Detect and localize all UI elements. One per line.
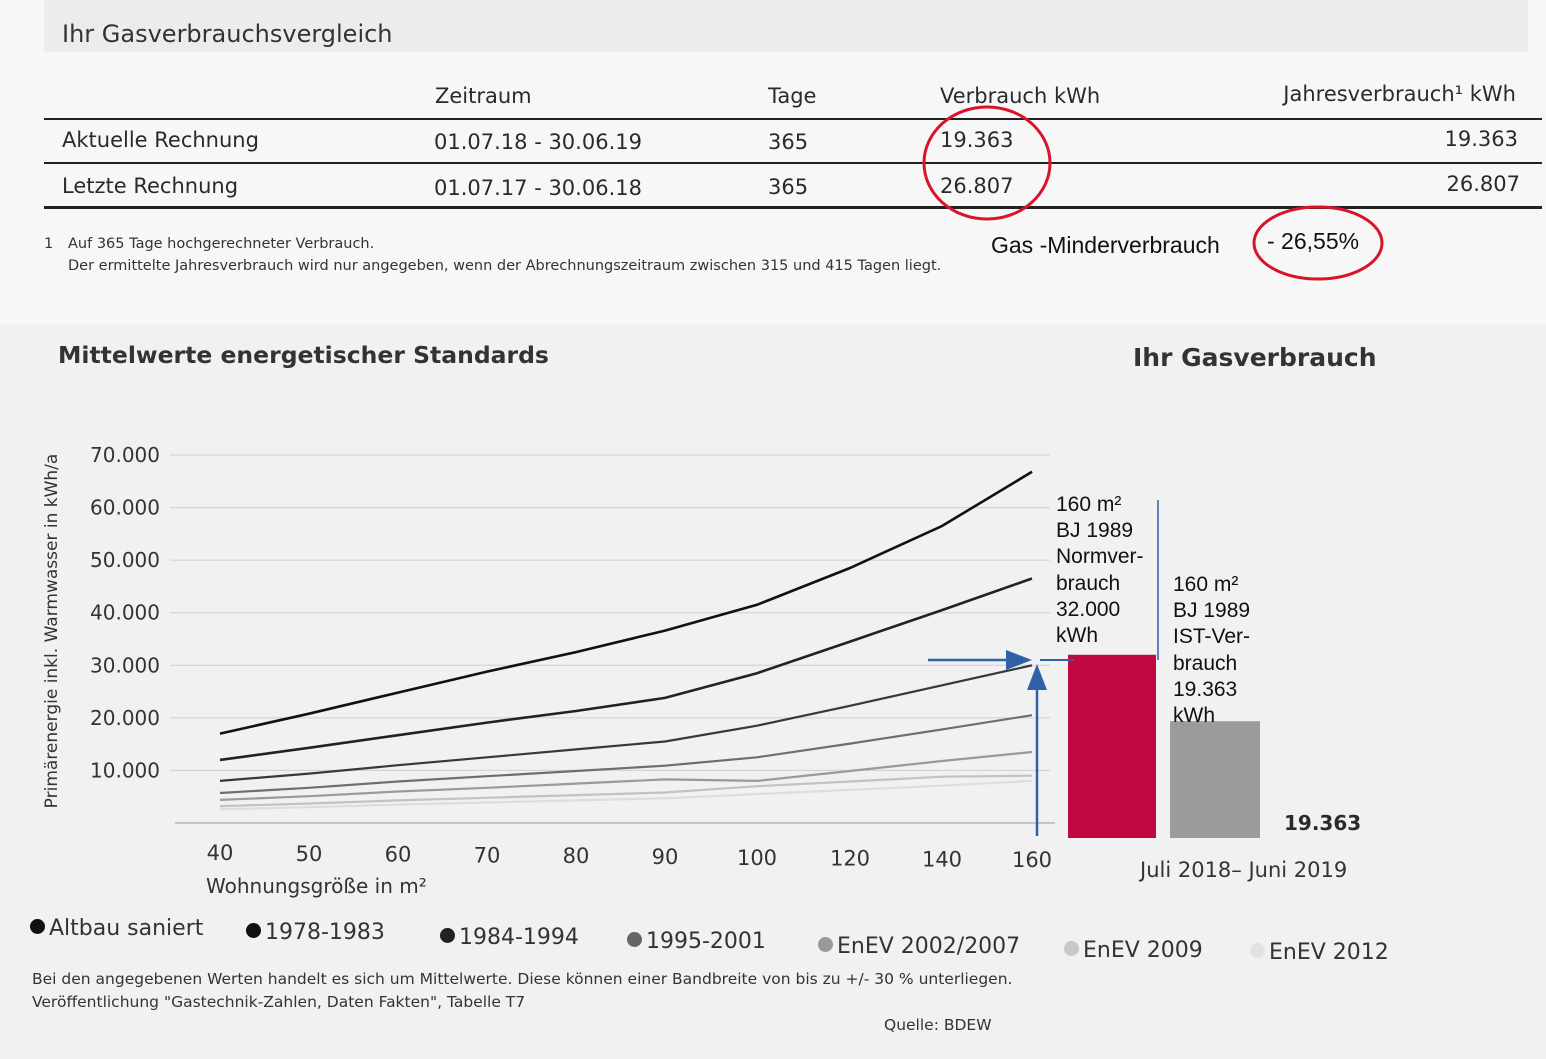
x-tick-label: 40 (207, 841, 234, 865)
legend-label: EnEV 2009 (1083, 938, 1203, 963)
row-zeitraum: 01.07.17 - 30.06.18 (434, 176, 642, 200)
comparison-title: Ihr Gasverbrauchsvergleich (62, 20, 393, 48)
legend-item: Altbau saniert (30, 916, 203, 941)
row-verbrauch: 26.807 (940, 174, 1014, 198)
row-verbrauch: 19.363 (940, 128, 1014, 152)
table-rule-bottom (44, 206, 1542, 209)
footnote-line-1: Auf 365 Tage hochgerechneter Verbrauch. (68, 236, 375, 252)
y-tick-label: 20.000 (90, 706, 160, 730)
usage-bars (1068, 654, 1260, 838)
y-tick-label: 30.000 (90, 653, 160, 677)
series-line (219, 774, 1033, 808)
y-tick-label: 50.000 (90, 548, 160, 572)
highlight-overlay (922, 105, 1384, 281)
header-tage: Tage (768, 84, 817, 108)
series-line (219, 470, 1033, 735)
comparison-section: Ihr Gasverbrauchsvergleich Zeitraum Tage… (0, 0, 1546, 325)
header-zeitraum: Zeitraum (435, 84, 532, 108)
right-arrow-head (1006, 650, 1032, 670)
x-tick-label: 80 (563, 844, 590, 868)
legend-dot-icon (818, 937, 833, 952)
note-line-2: Veröffentlichung "Gastechnik-Zahlen, Dat… (32, 993, 526, 1011)
series-line (219, 750, 1033, 801)
minderverbrauch-value: - 26,55% (1267, 228, 1360, 254)
row-label: Letzte Rechnung (62, 174, 239, 198)
legend-item: 1978-1983 (246, 920, 385, 945)
x-tick-label: 100 (737, 846, 777, 870)
y-tick-label: 40.000 (90, 601, 160, 625)
y-axis-labels: 10.000 20.000 30.000 40.000 50.000 60.000 70.0… (90, 443, 160, 782)
x-tick-label: 140 (922, 847, 962, 871)
legend-dot-icon (1250, 943, 1265, 958)
legend-item: EnEV 2002/2007 (818, 934, 1020, 959)
header-jahresverbrauch: Jahresverbrauch¹ kWh (1283, 82, 1516, 106)
verbrauch-highlight-circle (922, 105, 1052, 221)
minderverbrauch-label: Gas -Minderverbrauch (991, 232, 1220, 258)
section-header-bar (44, 0, 1528, 52)
legend-item: EnEV 2012 (1250, 940, 1389, 965)
x-tick-label: 60 (385, 843, 412, 867)
legend-dot-icon (246, 923, 261, 938)
series-line (219, 577, 1033, 762)
x-tick-label: 120 (830, 847, 870, 871)
y-tick-label: 10.000 (90, 758, 160, 782)
annotation-normverbrauch: 160 m² BJ 1989 Normver- brauch 32.000 kW… (1056, 493, 1144, 648)
x-tick-label: 70 (474, 843, 501, 867)
chart-grid (170, 454, 1055, 824)
y-tick-label: 70.000 (90, 443, 160, 467)
row-tage: 365 (768, 130, 809, 154)
series-line (219, 664, 1033, 782)
row-jahresverbrauch: 19.363 (1444, 127, 1518, 151)
x-axis-title: Wohnungsgröße in m² (206, 874, 427, 898)
legend-item: 1984-1994 (440, 925, 579, 950)
standards-title: Mittelwerte energetischer Standards (58, 341, 549, 369)
legend-label: 1984-1994 (459, 925, 579, 950)
x-tick-label: 50 (296, 842, 323, 866)
y-axis-title: Primärenergie inkl. Warmwasser in kWh/a (42, 454, 62, 809)
chart-lines (219, 470, 1033, 811)
legend-label: Altbau saniert (49, 916, 204, 941)
legend-item: EnEV 2009 (1064, 938, 1203, 963)
row-label: Aktuelle Rechnung (62, 128, 259, 152)
table-rule-mid (44, 162, 1542, 164)
legend-label: 1995-2001 (646, 929, 766, 954)
note-line-1: Bei den angegebenen Werten handelt es si… (32, 970, 1013, 988)
legend-dot-icon (627, 932, 642, 947)
x-axis-labels: 40 50 60 70 80 90 100 120 140 160 (207, 841, 1052, 872)
up-arrow-head (1027, 664, 1047, 690)
legend-dot-icon (440, 928, 455, 943)
x-tick-label: 90 (652, 845, 679, 869)
legend-dot-icon (30, 919, 45, 934)
table-rule-top (44, 118, 1542, 120)
usage-bar (1068, 654, 1156, 838)
header-verbrauch: Verbrauch kWh (940, 84, 1101, 108)
period-label: Juli 2018– Juni 2019 (1138, 858, 1347, 882)
series-line (219, 714, 1033, 795)
minderverbrauch-highlight-circle (1252, 205, 1384, 281)
bar-value-label: 19.363 (1284, 811, 1361, 835)
row-jahresverbrauch: 26.807 (1446, 172, 1520, 196)
x-tick-label: 160 (1012, 848, 1052, 872)
usage-bar (1170, 721, 1260, 838)
row-tage: 365 (768, 175, 809, 199)
footnote-number: 1 (44, 236, 54, 252)
usage-title: Ihr Gasverbrauch (1133, 343, 1377, 372)
annotation-arrows (928, 500, 1159, 836)
footnote-line-2: Der ermittelte Jahresverbrauch wird nur … (68, 258, 942, 274)
annotation-istverbrauch: 160 m² BJ 1989 IST-Ver- brauch 19.363 kW… (1173, 573, 1251, 728)
legend-label: EnEV 2002/2007 (837, 934, 1021, 959)
row-zeitraum: 01.07.18 - 30.06.19 (434, 130, 642, 154)
source-label: Quelle: BDEW (884, 1016, 992, 1034)
legend-label: 1978-1983 (265, 920, 385, 945)
legend-item: 1995-2001 (627, 929, 766, 954)
y-tick-label: 60.000 (90, 496, 160, 520)
series-line (219, 779, 1033, 811)
legend-dot-icon (1064, 941, 1079, 956)
legend-label: EnEV 2012 (1269, 940, 1389, 965)
